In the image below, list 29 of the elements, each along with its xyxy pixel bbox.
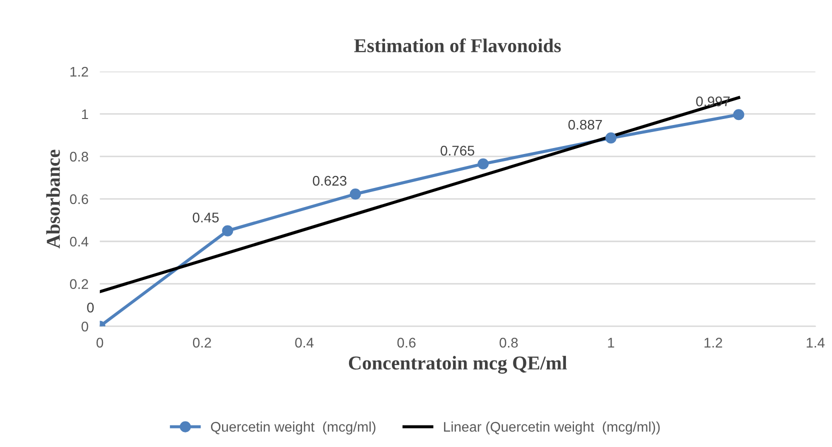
x-tick-label: 0.2 xyxy=(192,338,212,348)
y-tick-label: 0.4 xyxy=(70,236,88,247)
y-tick-label: 0.6 xyxy=(70,194,88,204)
x-tick-label: 1 xyxy=(608,338,614,348)
y-tick-label: 1 xyxy=(82,109,88,120)
x-tick-label: 0.6 xyxy=(397,338,416,348)
x-tick-label: 1.2 xyxy=(704,338,722,348)
legend-label: Linear (Quercetin weight (mcg/ml)) xyxy=(444,422,660,434)
data-label: 0.45 xyxy=(192,212,219,222)
data-label: 0.765 xyxy=(440,146,474,156)
point xyxy=(478,158,489,170)
point xyxy=(733,109,744,120)
point xyxy=(222,225,234,236)
x-axis-title: Concentratoin mcg QE/ml xyxy=(348,356,567,374)
data-label: 0.887 xyxy=(568,120,602,130)
y-tick-label: 0.2 xyxy=(70,279,88,290)
x-tick-label: 1.4 xyxy=(806,338,825,348)
y-tick-label: 0.8 xyxy=(70,152,88,162)
data-label: 0.623 xyxy=(312,176,346,186)
y-axis-title: Absorbance xyxy=(46,150,60,248)
y-tick-label: 0 xyxy=(82,322,88,332)
x-tick-label: 0 xyxy=(96,338,104,348)
x-tick-label: 0.4 xyxy=(295,338,314,348)
point xyxy=(350,188,361,200)
point xyxy=(605,132,616,144)
legend-label: Quercetin weight (mcg/ml) xyxy=(210,422,376,434)
x-tick-label: 0.8 xyxy=(500,338,518,348)
y-tick-label: 1.2 xyxy=(70,66,88,77)
chart-title: Estimation of Flavonoids xyxy=(354,38,561,52)
